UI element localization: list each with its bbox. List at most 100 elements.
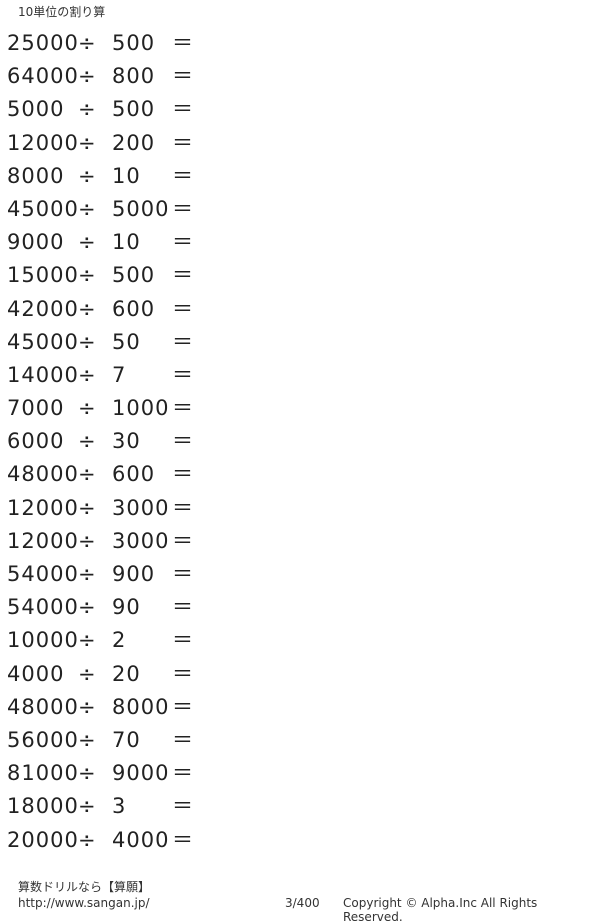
dividend: 12000 [7, 495, 79, 520]
problem-row: 64000 ÷ 800 ＝ [0, 63, 300, 96]
divisor: 500 [112, 97, 156, 122]
divisor: 5000 [112, 196, 170, 221]
equals-sign: ＝ [172, 595, 194, 620]
divisor: 3 [112, 794, 127, 819]
problem-row: 56000 ÷ 70 ＝ [0, 727, 300, 760]
divisor: 30 [112, 429, 141, 454]
divisor: 600 [112, 296, 156, 321]
problem-row: 12000 ÷ 200 ＝ [0, 130, 300, 163]
problem-row: 10000 ÷ 2 ＝ [0, 627, 300, 660]
problem-row: 4000 ÷ 20 ＝ [0, 661, 300, 694]
equals-sign: ＝ [172, 296, 194, 321]
division-sign: ÷ [78, 230, 97, 255]
divisor: 3000 [112, 528, 170, 553]
equals-sign: ＝ [172, 263, 194, 288]
problem-row: 9000 ÷ 10 ＝ [0, 229, 300, 262]
problem-row: 20000 ÷ 4000 ＝ [0, 827, 300, 860]
dividend: 45000 [7, 196, 79, 221]
divisor: 200 [112, 130, 156, 155]
problem-row: 15000 ÷ 500 ＝ [0, 262, 300, 295]
division-sign: ÷ [78, 263, 97, 288]
footer-url[interactable]: http://www.sangan.jp/ [18, 896, 150, 910]
division-sign: ÷ [78, 64, 97, 89]
problem-row: 7000 ÷ 1000 ＝ [0, 395, 300, 428]
division-sign: ÷ [78, 495, 97, 520]
dividend: 14000 [7, 362, 79, 387]
division-sign: ÷ [78, 528, 97, 553]
dividend: 12000 [7, 130, 79, 155]
equals-sign: ＝ [172, 827, 194, 852]
problem-row: 5000 ÷ 500 ＝ [0, 96, 300, 129]
equals-sign: ＝ [172, 429, 194, 454]
divisor: 2 [112, 628, 127, 653]
equals-sign: ＝ [172, 628, 194, 653]
division-sign: ÷ [78, 97, 97, 122]
dividend: 18000 [7, 794, 79, 819]
divisor: 800 [112, 64, 156, 89]
dividend: 10000 [7, 628, 79, 653]
divisor: 50 [112, 329, 141, 354]
equals-sign: ＝ [172, 794, 194, 819]
divisor: 8000 [112, 694, 170, 719]
equals-sign: ＝ [172, 97, 194, 122]
division-sign: ÷ [78, 727, 97, 752]
divisor: 500 [112, 263, 156, 288]
problem-row: 18000 ÷ 3 ＝ [0, 793, 300, 826]
division-sign: ÷ [78, 429, 97, 454]
divisor: 1000 [112, 396, 170, 421]
dividend: 56000 [7, 727, 79, 752]
division-sign: ÷ [78, 130, 97, 155]
dividend: 7000 [7, 396, 65, 421]
equals-sign: ＝ [172, 562, 194, 586]
dividend: 48000 [7, 462, 79, 487]
dividend: 9000 [7, 230, 65, 255]
division-sign: ÷ [78, 827, 97, 852]
dividend: 81000 [7, 761, 79, 786]
equals-sign: ＝ [172, 31, 194, 55]
dividend: 6000 [7, 429, 65, 454]
equals-sign: ＝ [172, 196, 194, 221]
divisor: 10 [112, 163, 141, 188]
dividend: 20000 [7, 827, 79, 852]
worksheet-title: 10単位の割り算 [18, 5, 106, 19]
division-sign: ÷ [78, 694, 97, 719]
dividend: 25000 [7, 31, 79, 55]
equals-sign: ＝ [172, 230, 194, 255]
problem-row: 54000 ÷ 900 ＝ [0, 561, 300, 594]
equals-sign: ＝ [172, 329, 194, 354]
dividend: 5000 [7, 97, 65, 122]
dividend: 45000 [7, 329, 79, 354]
equals-sign: ＝ [172, 362, 194, 387]
dividend: 64000 [7, 64, 79, 89]
dividend: 48000 [7, 694, 79, 719]
equals-sign: ＝ [172, 130, 194, 155]
problem-row: 14000 ÷ 7 ＝ [0, 362, 300, 395]
equals-sign: ＝ [172, 64, 194, 89]
dividend: 54000 [7, 595, 79, 620]
equals-sign: ＝ [172, 727, 194, 752]
division-sign: ÷ [78, 595, 97, 620]
problem-row: 42000 ÷ 600 ＝ [0, 296, 300, 329]
division-sign: ÷ [78, 396, 97, 421]
problem-row: 45000 ÷ 50 ＝ [0, 329, 300, 362]
division-sign: ÷ [78, 296, 97, 321]
problem-row: 25000 ÷ 500 ＝ [0, 30, 300, 63]
divisor: 10 [112, 230, 141, 255]
divisor: 900 [112, 562, 156, 586]
equals-sign: ＝ [172, 495, 194, 520]
problem-row: 54000 ÷ 90 ＝ [0, 594, 300, 627]
divisor: 3000 [112, 495, 170, 520]
divisor: 7 [112, 362, 127, 387]
division-sign: ÷ [78, 628, 97, 653]
dividend: 15000 [7, 263, 79, 288]
division-sign: ÷ [78, 761, 97, 786]
footer-brand: 算数ドリルなら【算願】 [18, 880, 151, 894]
dividend: 12000 [7, 528, 79, 553]
equals-sign: ＝ [172, 396, 194, 421]
division-sign: ÷ [78, 329, 97, 354]
problem-list: 25000 ÷ 500 ＝ 64000 ÷ 800 ＝ 5000 ÷ 500 ＝ 12000 ÷ 200 ＝ 8… [0, 30, 300, 860]
divisor: 70 [112, 727, 141, 752]
problem-row: 12000 ÷ 3000 ＝ [0, 528, 300, 561]
divisor: 9000 [112, 761, 170, 786]
equals-sign: ＝ [172, 163, 194, 188]
